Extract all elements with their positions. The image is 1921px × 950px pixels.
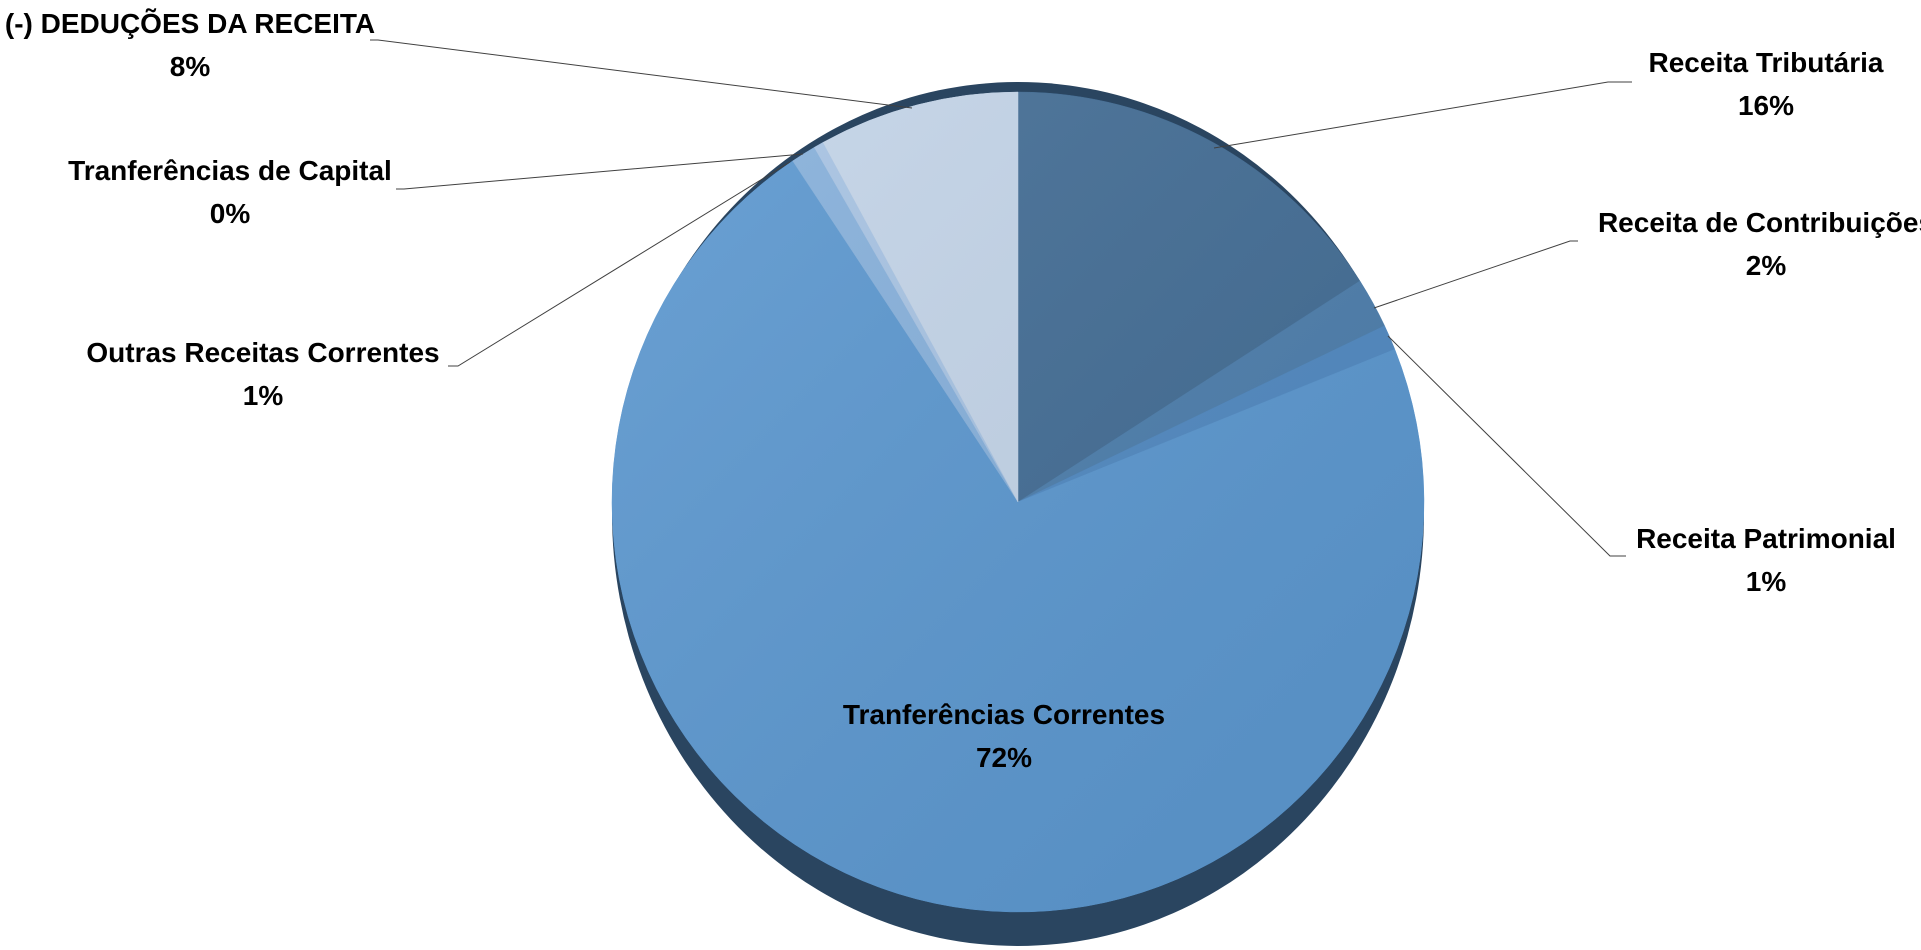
slice-percent-label: 16% [1738, 90, 1794, 121]
leader-lines [370, 39, 1632, 557]
slice-percent-label: 72% [976, 742, 1032, 773]
slice-name-label: Tranferências de Capital [68, 155, 392, 186]
slice-name-label: Outras Receitas Correntes [86, 337, 439, 368]
slice-name-label: Tranferências Correntes [843, 699, 1165, 730]
pie-slices [611, 91, 1425, 913]
slice-percent-label: 1% [243, 380, 284, 411]
slice-percent-label: 0% [210, 198, 251, 229]
leader-line-5 [448, 161, 791, 367]
slice-name-label: Receita de Contribuições [1598, 207, 1921, 238]
slice-labels: Receita Tributária 16% Receita de Contribu… [5, 8, 1921, 773]
leader-line-2 [1373, 240, 1578, 309]
leader-line-6 [396, 153, 804, 190]
slice-name-label: Receita Tributária [1649, 47, 1884, 78]
leader-line-1 [1213, 81, 1632, 149]
slice-name-label: (-) DEDUÇÕES DA RECEITA [5, 8, 375, 39]
slice-percent-label: 2% [1746, 250, 1787, 281]
slice-percent-label: 8% [170, 51, 211, 82]
slice-percent-label: 1% [1746, 566, 1787, 597]
leader-line-7 [370, 39, 913, 109]
leader-line-3 [1387, 335, 1626, 557]
slice-name-label: Receita Patrimonial [1636, 523, 1896, 554]
